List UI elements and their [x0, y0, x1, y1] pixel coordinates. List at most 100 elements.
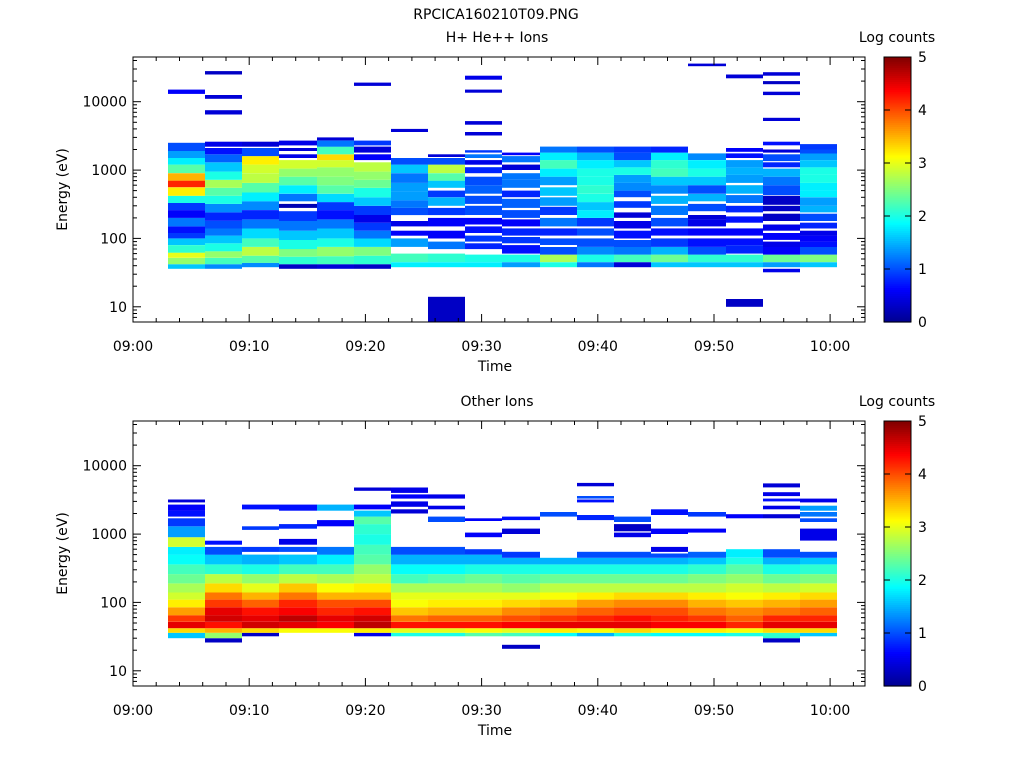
- colorbar-step: [884, 510, 911, 514]
- heatmap-cell: [763, 233, 800, 240]
- colorbar-step: [884, 504, 911, 508]
- colorbar: 0 1 2 3 4 5 Log counts: [859, 30, 935, 331]
- y-tick-label: 10000: [82, 459, 127, 475]
- spectrogram-cells: [168, 482, 837, 649]
- heatmap-cell: [428, 158, 465, 165]
- heatmap-cell: [502, 228, 540, 236]
- heatmap-cell: [614, 516, 651, 522]
- colorbar-step: [884, 185, 911, 189]
- heatmap-cell: [502, 219, 540, 227]
- heatmap-cell: [614, 621, 651, 629]
- colorbar-step: [884, 663, 911, 667]
- heatmap-cell: [205, 221, 242, 229]
- heatmap-cell: [168, 537, 205, 547]
- heatmap-cell: [800, 230, 837, 236]
- colorbar-step: [884, 93, 911, 97]
- colorbar-step: [884, 531, 911, 534]
- heatmap-cell: [688, 193, 726, 202]
- heatmap-cell: [242, 607, 279, 616]
- colorbar-step: [884, 514, 911, 518]
- heatmap-cell: [391, 230, 428, 236]
- heatmap-cell: [465, 632, 502, 637]
- heatmap-cell: [688, 153, 726, 160]
- heatmap-cell: [726, 74, 763, 79]
- heatmap-cell: [502, 516, 540, 521]
- heatmap-cell: [168, 499, 205, 503]
- heatmap-cell: [614, 615, 651, 622]
- heatmap-cell: [800, 205, 837, 213]
- heatmap-cell: [577, 247, 614, 255]
- heatmap-cell: [354, 615, 391, 622]
- colorbar-tick-label: 0: [918, 315, 927, 331]
- heatmap-cell: [688, 63, 726, 67]
- colorbar-step: [884, 134, 911, 138]
- heatmap-cell: [168, 226, 205, 233]
- heatmap-cell: [354, 179, 391, 188]
- heatmap-cell: [614, 167, 651, 175]
- heatmap-cell: [688, 262, 726, 268]
- heatmap-cell: [688, 176, 726, 186]
- heatmap-cell: [800, 615, 837, 622]
- heatmap-cell: [800, 167, 837, 175]
- heatmap-cell: [688, 219, 726, 227]
- heatmap-cell: [428, 546, 465, 555]
- colorbar-step: [884, 238, 911, 242]
- colorbar-step: [884, 655, 911, 659]
- colorbar-label: Log counts: [859, 30, 935, 46]
- heatmap-cell: [354, 487, 391, 491]
- heatmap-cell: [726, 228, 763, 236]
- x-tick-label: 09:10: [229, 339, 269, 355]
- colorbar-step: [884, 273, 911, 276]
- colorbar-tick-label: 4: [918, 103, 927, 119]
- heatmap-cell: [651, 592, 688, 600]
- colorbar-step: [884, 590, 911, 593]
- colorbar-step: [884, 97, 911, 101]
- heatmap-cell: [651, 185, 688, 194]
- colorbar-step: [884, 506, 911, 510]
- colorbar-step: [884, 236, 911, 240]
- colorbar-step: [884, 61, 911, 64]
- heatmap-cell: [688, 247, 726, 255]
- colorbar-step: [884, 665, 911, 669]
- heatmap-cell: [577, 217, 614, 227]
- colorbar-step: [884, 522, 911, 526]
- heatmap-cell: [465, 615, 502, 622]
- heatmap-cell: [205, 195, 242, 204]
- colorbar-step: [884, 83, 911, 87]
- colorbar-step: [884, 681, 911, 685]
- heatmap-cell: [242, 182, 279, 193]
- heatmap-cell: [391, 599, 428, 608]
- heatmap-cell: [800, 144, 837, 150]
- heatmap-cell: [242, 255, 279, 263]
- colorbar-step: [884, 167, 911, 170]
- colorbar-step: [884, 653, 911, 657]
- heatmap-cell: [651, 553, 688, 558]
- colorbar-step: [884, 429, 911, 432]
- colorbar-step: [884, 592, 911, 595]
- y-tick-label: 100: [100, 595, 127, 611]
- heatmap-cell: [428, 599, 465, 608]
- heatmap-cell: [726, 245, 763, 254]
- colorbar-step: [884, 315, 911, 319]
- heatmap-cell: [502, 628, 540, 633]
- heatmap-cell: [465, 532, 502, 538]
- colorbar-step: [884, 606, 911, 610]
- colorbar-step: [884, 610, 911, 614]
- heatmap-cell: [577, 185, 614, 194]
- colorbar-step: [884, 539, 911, 542]
- heatmap-cell: [651, 176, 688, 186]
- heatmap-cell: [465, 195, 502, 204]
- heatmap-cell: [428, 592, 465, 600]
- x-tick-label: 09:00: [113, 339, 153, 355]
- heatmap-cell: [577, 632, 614, 637]
- heatmap-cell: [279, 574, 317, 584]
- heatmap-cell: [726, 254, 763, 263]
- colorbar-step: [884, 563, 911, 567]
- heatmap-cell: [763, 483, 800, 488]
- heatmap-cell: [279, 628, 317, 633]
- heatmap-cell: [651, 557, 688, 565]
- heatmap-cell: [651, 509, 688, 515]
- heatmap-cell: [763, 599, 800, 608]
- colorbar-step: [884, 228, 911, 231]
- colorbar-step: [884, 543, 911, 546]
